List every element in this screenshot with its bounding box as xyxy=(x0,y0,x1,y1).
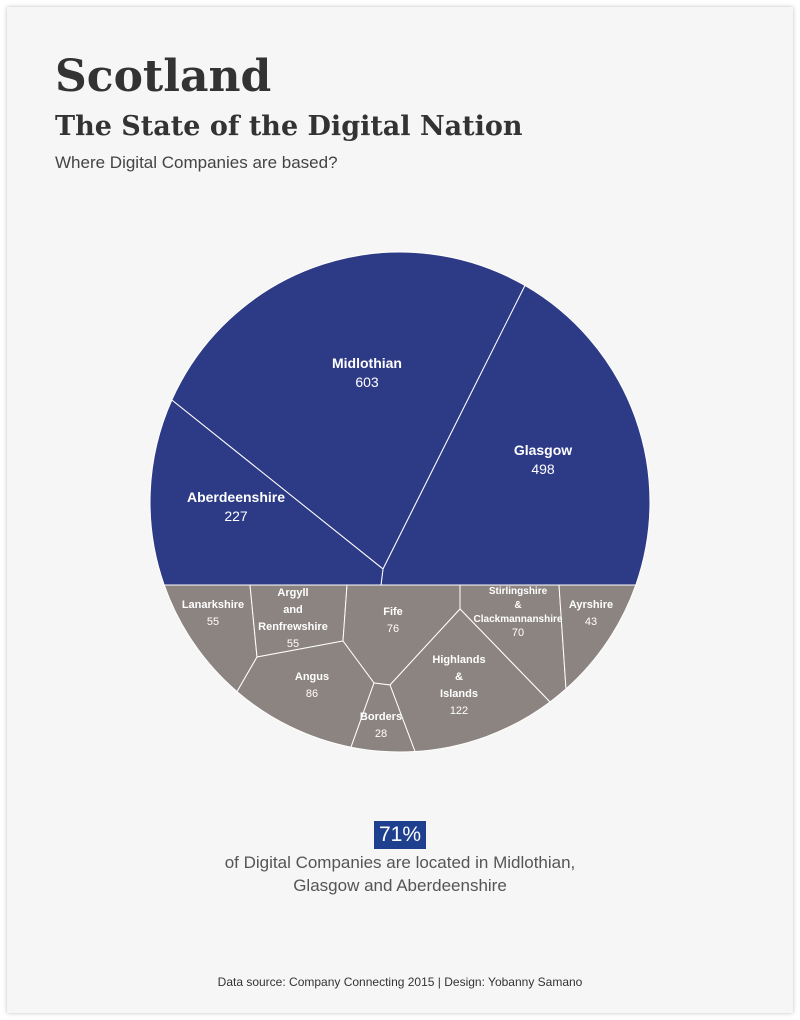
page-title: Scotland xyxy=(55,51,272,102)
callout-percent: 71% xyxy=(373,821,427,849)
label-stirlingshire-and-clackmannanshire-line-3: Clackmannanshire xyxy=(474,614,563,625)
chart-labels: Midlothian 603 Glasgow 498 Aberdeenshire 227 L… xyxy=(182,355,613,740)
label-argyll-and-renfrewshire-line-1: Argyll xyxy=(277,587,308,599)
label-highlands-and-islands-line-3: Islands xyxy=(440,688,478,700)
chart-question: Where Digital Companies are based? xyxy=(55,153,338,172)
voronoi-pie-chart: Midlothian 603 Glasgow 498 Aberdeenshire 227 L… xyxy=(149,251,651,753)
label-lanarkshire: Lanarkshire xyxy=(182,599,244,611)
cell-glasgow xyxy=(380,284,651,586)
summary-callout: 71% of Digital Companies are located in … xyxy=(7,821,793,897)
callout-line-1: of Digital Companies are located in Midl… xyxy=(224,853,576,872)
value-glasgow: 498 xyxy=(531,461,555,477)
value-aberdeenshire: 227 xyxy=(224,508,248,524)
page-subtitle: The State of the Digital Nation xyxy=(55,111,523,142)
callout-line-2: Glasgow and Aberdeenshire xyxy=(293,876,507,895)
label-highlands-and-islands-line-2: & xyxy=(455,671,463,683)
label-midlothian: Midlothian xyxy=(332,355,402,371)
callout-text: of Digital Companies are located in Midl… xyxy=(7,851,793,897)
value-stirlingshire-and-clackmannanshire: 70 xyxy=(512,627,524,639)
label-angus: Angus xyxy=(295,671,329,683)
value-borders: 28 xyxy=(375,728,387,740)
infographic-page: Scotland The State of the Digital Nation… xyxy=(7,7,793,1013)
value-fife: 76 xyxy=(387,623,399,635)
chart-cells xyxy=(149,251,651,753)
value-ayrshire: 43 xyxy=(585,616,597,628)
label-ayrshire: Ayrshire xyxy=(569,599,613,611)
label-stirlingshire-and-clackmannanshire-line-1: Stirlingshire xyxy=(489,586,548,597)
data-source-footer: Data source: Company Connecting 2015 | D… xyxy=(217,975,583,989)
value-argyll-and-renfrewshire: 55 xyxy=(287,638,299,650)
value-lanarkshire: 55 xyxy=(207,616,219,628)
label-argyll-and-renfrewshire-line-2: and xyxy=(283,604,303,616)
label-glasgow: Glasgow xyxy=(514,442,572,458)
value-midlothian: 603 xyxy=(355,374,379,390)
value-highlands-and-islands: 122 xyxy=(450,705,468,717)
label-highlands-and-islands-line-1: Highlands xyxy=(432,654,485,666)
label-stirlingshire-and-clackmannanshire-line-2: & xyxy=(514,600,521,611)
cell-midlothian xyxy=(171,251,526,570)
cell-ayrshire xyxy=(558,584,637,690)
label-borders: Borders xyxy=(360,711,402,723)
cell-borders xyxy=(350,682,416,753)
label-aberdeenshire: Aberdeenshire xyxy=(187,489,285,505)
label-fife: Fife xyxy=(383,606,403,618)
label-argyll-and-renfrewshire-line-3: Renfrewshire xyxy=(258,621,328,633)
value-angus: 86 xyxy=(306,688,318,700)
